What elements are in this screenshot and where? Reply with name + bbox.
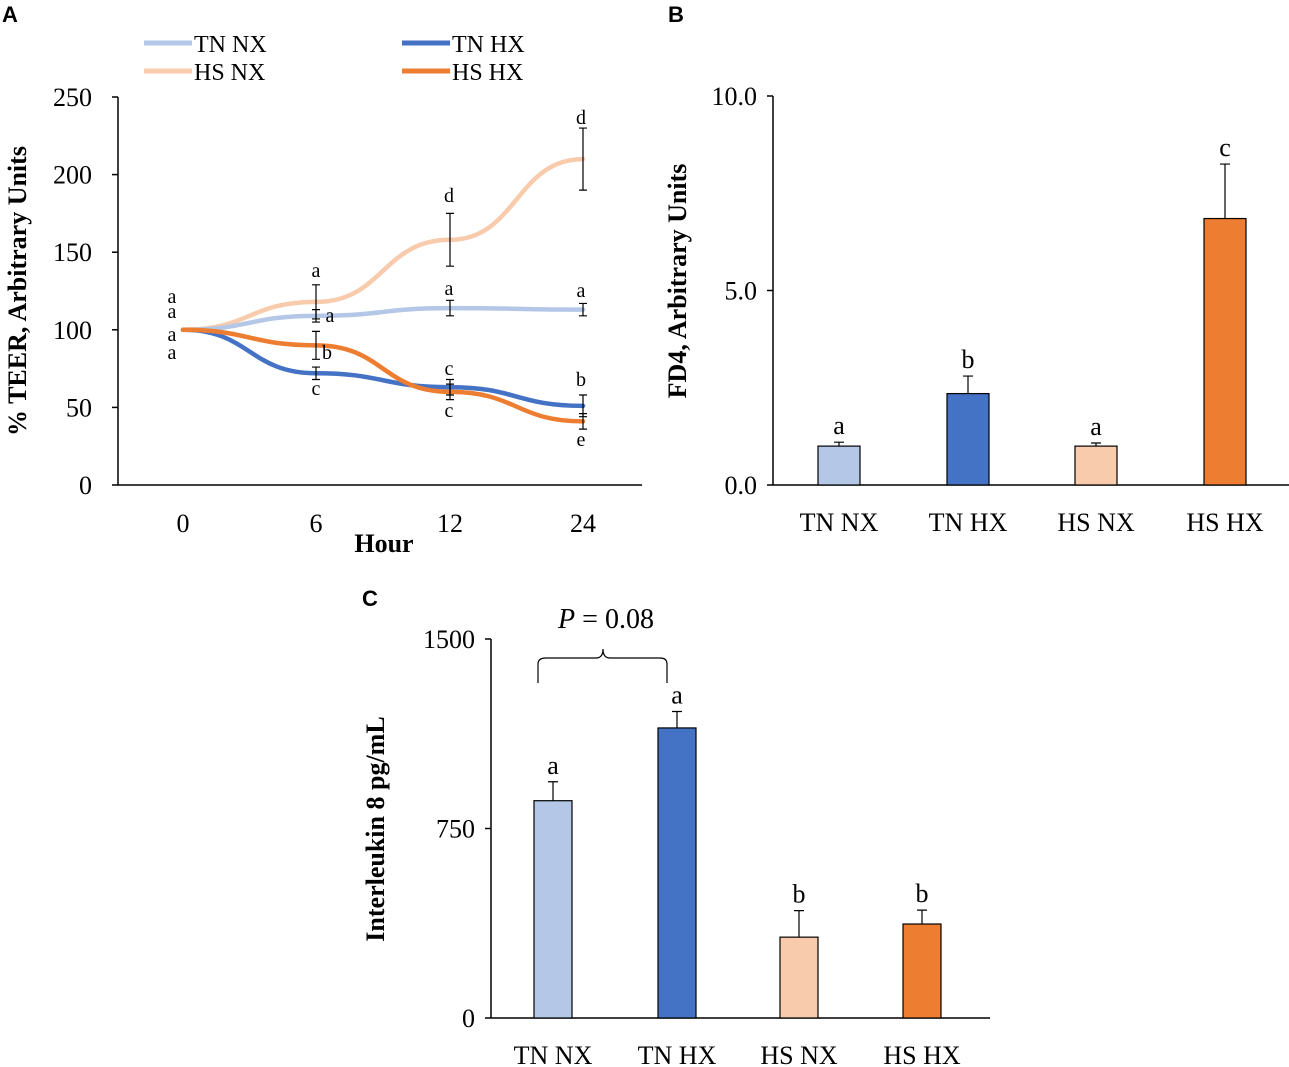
significance-letter: a [1090,412,1102,441]
y-tick-label: 0 [79,471,92,500]
significance-letter: a [577,280,586,302]
bar-hs-hx [902,923,942,1019]
significance-letter: b [962,345,975,374]
error-bar-tn-hx [672,710,682,728]
error-bar-hs-nx [446,212,454,267]
y-tick-label: 200 [53,161,92,190]
series-line-tn-hx [180,327,586,409]
y-tick-label: 150 [53,238,92,267]
error-bar-hs-hx [917,909,927,925]
y-axis-title: Interleukin 8 pg/mL [361,716,390,941]
x-tick-label: HS HX [1186,508,1264,537]
panel-label-a: A [2,2,18,27]
error-bar-hs-hx [446,383,454,401]
y-tick-label: 0.0 [725,471,758,500]
x-tick-label: HS NX [1057,508,1135,537]
error-bar-hs-nx [794,910,804,938]
significance-letter: a [312,260,321,282]
significance-bracket [537,648,668,683]
x-tick-label: 12 [437,509,463,538]
legend-label-tn-hx: TN HX [452,32,525,58]
panel-b-bar-chart: 0.0 5.0 10.0 a TN NX b TN HX a HS NX c HS HX FD4,… [663,82,1289,537]
series-line-tn-nx [180,305,586,333]
significance-letter: a [671,681,683,710]
legend: TN NX TN HX HS NX HS HX [144,32,525,86]
error-bar-tn-hx [963,375,973,394]
y-tick-label: 50 [66,393,92,422]
significance-letter: e [577,429,586,451]
y-tick-label: 750 [436,815,475,844]
data-point-hs-hx [181,328,185,332]
significance-letter: a [547,751,559,780]
significance-letter: c [312,378,321,400]
x-tick-label: TN HX [929,508,1008,537]
x-tick-label: 6 [310,509,323,538]
significance-letter: a [168,286,177,308]
significance-annotation: P = 0.08 [537,604,668,683]
error-bar-hs-nx [312,284,320,320]
x-tick-label: 0 [177,509,190,538]
significance-letter: b [916,879,929,908]
x-tick-label: HS HX [883,1041,961,1067]
significance-letter: a [833,411,845,440]
panel-label-c: C [362,586,378,611]
bar-tn-nx [817,445,861,486]
bar-hs-nx [779,936,819,1019]
significance-letter: c [445,358,454,380]
bar-tn-hx [657,727,697,1019]
y-tick-label: 100 [53,316,92,345]
error-bar-tn-nx [548,781,558,801]
legend-label-hs-nx: HS NX [194,60,265,86]
legend-label-hs-hx: HS HX [452,60,523,86]
bar-hs-nx [1074,445,1118,486]
series-line-hs-nx [180,156,586,333]
error-bar-tn-nx [834,441,844,447]
error-bar-hs-nx [1091,442,1101,447]
significance-letter: a [168,301,177,323]
x-tick-label: HS NX [760,1041,838,1067]
bar-hs-hx [1203,217,1247,486]
y-tick-label: 1500 [423,625,475,654]
panel-label-b: B [668,2,684,27]
significance-letter: c [1219,133,1231,162]
y-axis-title: FD4, Arbitrary Units [663,164,692,399]
significance-letter: a [168,324,177,346]
error-bar-hs-hx [312,330,320,360]
significance-letter: b [322,342,332,364]
error-bar-tn-hx [312,366,320,381]
significance-letter: a [168,342,177,364]
y-tick-label: 10.0 [712,82,758,111]
y-tick-label: 250 [53,83,92,112]
x-tick-label: TN NX [514,1041,593,1067]
x-tick-label: TN NX [800,508,879,537]
significance-letter: d [576,107,586,129]
series-line-hs-hx [180,327,586,424]
panel-a-line-chart: TN NX TN HX HS NX HS HX 0 50 100 150 200 250 0 6 1… [3,32,642,558]
legend-label-tn-nx: TN NX [194,32,267,58]
significance-letter: d [444,185,454,207]
significance-letter: b [576,369,586,391]
error-bar-hs-nx [579,127,587,191]
p-value-label: P = 0.08 [557,604,654,635]
significance-letter: a [326,305,335,327]
significance-letter: b [793,880,806,909]
significance-letter: c [445,400,454,422]
significance-letter: a [445,278,454,300]
y-tick-label: 0 [462,1004,475,1033]
bar-tn-hx [946,392,990,486]
panel-c-bar-chart: 0 750 1500 a TN NX a TN HX b HS NX b HS HX P = 0.… [361,604,990,1067]
bar-tn-nx [533,800,573,1019]
x-tick-label: 24 [570,509,596,538]
error-bar-tn-nx [446,299,454,317]
y-axis-title: % TEER, Arbitrary Units [3,146,32,436]
error-bar-hs-hx [579,413,587,430]
error-bar-hs-hx [1220,163,1230,219]
y-tick-label: 5.0 [725,277,758,306]
error-bar-tn-nx [579,302,587,317]
x-axis-title: Hour [354,529,413,558]
x-tick-label: TN HX [638,1041,717,1067]
